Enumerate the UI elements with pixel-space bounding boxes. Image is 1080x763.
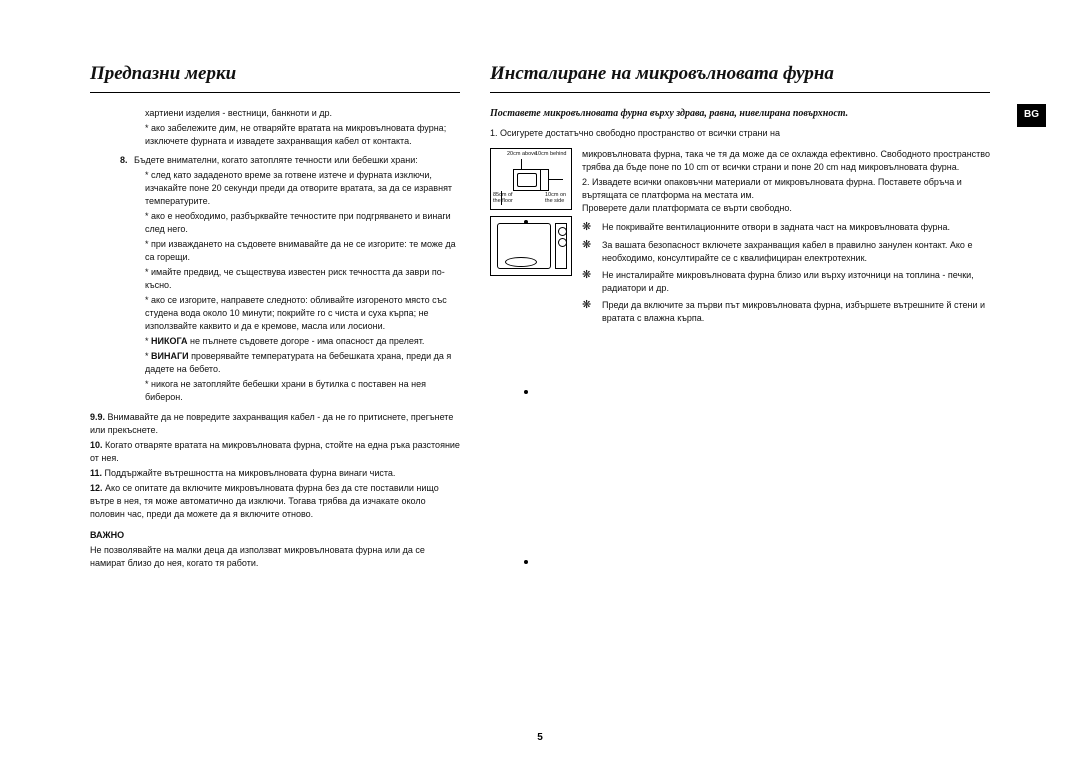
never-line: * НИКОГА не пълнете съдовете догоре - им…	[90, 335, 460, 348]
label-behind: 10cm behind	[535, 152, 567, 158]
control-panel-icon	[555, 223, 567, 269]
flower-icon: ❋	[582, 269, 594, 295]
note-2: ❋ За вашата безопасност включете захранв…	[582, 239, 990, 265]
right-title: Инсталиране на микровълновата фурна	[490, 60, 990, 93]
label-above: 20cm above	[507, 152, 537, 158]
document-page: Предпазни мерки хартиени изделия - вестн…	[0, 0, 1080, 763]
always-line: * ВИНАГИ проверявайте температурата на б…	[90, 350, 460, 376]
step-2-lead: 2. Извадете всички опаковъчни материали …	[582, 176, 990, 202]
microwave-panel-icon	[540, 170, 548, 190]
always-text: проверявайте температурата на бебешката …	[145, 351, 451, 374]
two-column-layout: Предпазни мерки хартиени изделия - вестн…	[90, 60, 990, 570]
never-label: НИКОГА	[151, 336, 188, 346]
note-4: ❋ Преди да включите за първи път микровъ…	[582, 299, 990, 325]
item-9-num-inline: 9.	[98, 412, 106, 422]
figure-1-row: 20cm above 10cm behind 85cm of the floor…	[490, 148, 990, 325]
item-11-number: 11.	[90, 468, 102, 478]
item-11: 11. Поддържайте вътрешността на микровъл…	[90, 467, 460, 480]
right-subheading: Поставете микровълновата фурна върху здр…	[490, 107, 990, 122]
item-12-number: 12.	[90, 483, 103, 493]
item-8-lead: Бъдете внимателни, когато затопляте течн…	[134, 154, 460, 167]
item-10-number: 10.	[90, 440, 103, 450]
arrow-above-icon	[521, 159, 522, 169]
microwave-icon	[513, 169, 549, 191]
item-8-sub-2: * ако е необходимо, разбърквайте течност…	[90, 210, 460, 236]
fig2-text: Проверете дали платформата се върти своб…	[582, 202, 990, 215]
label-side: 10cm on the side	[545, 193, 571, 204]
pre-line-1: хартиени изделия - вестници, банкноти и …	[90, 107, 460, 120]
step-1-lead: 1. Осигурете достатъчно свободно простра…	[490, 127, 990, 140]
arrow-side-icon	[549, 179, 563, 180]
note-3-text: Не инсталирайте микровълновата фурна бли…	[602, 269, 990, 295]
note-1-text: Не покривайте вентилационните отвори в з…	[602, 221, 990, 234]
language-badge: BG	[1017, 104, 1046, 127]
never-text: не пълнете съдовете догоре - има опаснос…	[188, 336, 425, 346]
microwave-door-icon	[517, 173, 537, 187]
figure-text-block: микровълновата фурна, така че тя да може…	[582, 148, 990, 325]
interior-diagram	[490, 216, 572, 276]
binding-hole-icon	[524, 560, 528, 564]
important-text: Не позволявайте на малки деца да използв…	[90, 544, 460, 570]
item-10: 10. Когато отваряте вратата на микровълн…	[90, 439, 460, 465]
item-12-text: Ако се опитате да включите микровълноват…	[90, 483, 439, 519]
flower-icon: ❋	[582, 239, 594, 265]
item-11-text: Поддържайте вътрешността на микровълнова…	[105, 468, 396, 478]
flower-icon: ❋	[582, 221, 594, 234]
clearance-diagram: 20cm above 10cm behind 85cm of the floor…	[490, 148, 572, 210]
important-label: ВАЖНО	[90, 529, 460, 542]
item-10-text: Когато отваряте вратата на микровълноват…	[90, 440, 460, 463]
note-3: ❋ Не инсталирайте микровълновата фурна б…	[582, 269, 990, 295]
binding-hole-icon	[524, 220, 528, 224]
item-8-sub-5: * ако се изгорите, направете следното: о…	[90, 294, 460, 333]
always-label: ВИНАГИ	[151, 351, 189, 361]
left-column: Предпазни мерки хартиени изделия - вестн…	[90, 60, 460, 570]
left-title: Предпазни мерки	[90, 60, 460, 93]
figure-1-container: 20cm above 10cm behind 85cm of the floor…	[490, 148, 572, 325]
notes-list: ❋ Не покривайте вентилационните отвори в…	[582, 221, 990, 324]
item-12: 12. Ако се опитате да включите микровълн…	[90, 482, 460, 521]
fig1-text: микровълновата фурна, така че тя да може…	[582, 148, 990, 174]
binding-hole-icon	[524, 390, 528, 394]
flower-icon: ❋	[582, 299, 594, 325]
note-2-text: За вашата безопасност включете захранващ…	[602, 239, 990, 265]
pre-line-2: * ако забележите дим, не отваряйте врата…	[90, 122, 460, 148]
note-4-text: Преди да включите за първи път микровълн…	[602, 299, 990, 325]
item-8-number: 8.	[120, 154, 134, 167]
item-8: 8. Бъдете внимателни, когато затопляте т…	[90, 154, 460, 167]
item-9-text: 9.9. Внимавайте да не повредите захранва…	[90, 411, 460, 437]
item-8-sub-4: * имайте предвид, че съществува известен…	[90, 266, 460, 292]
item-8-sub-1: * след като зададеното време за готвене …	[90, 169, 460, 208]
right-column: BG Инсталиране на микровълновата фурна П…	[490, 60, 990, 570]
note-1: ❋ Не покривайте вентилационните отвори в…	[582, 221, 990, 234]
label-floor: 85cm of the floor	[493, 193, 517, 204]
page-number: 5	[537, 732, 543, 743]
item-8-sub-3: * при изваждането на съдовете внимавайте…	[90, 238, 460, 264]
arrow-floor-icon	[501, 191, 502, 205]
never2-line: * никога не затопляйте бебешки храни в б…	[90, 378, 460, 404]
